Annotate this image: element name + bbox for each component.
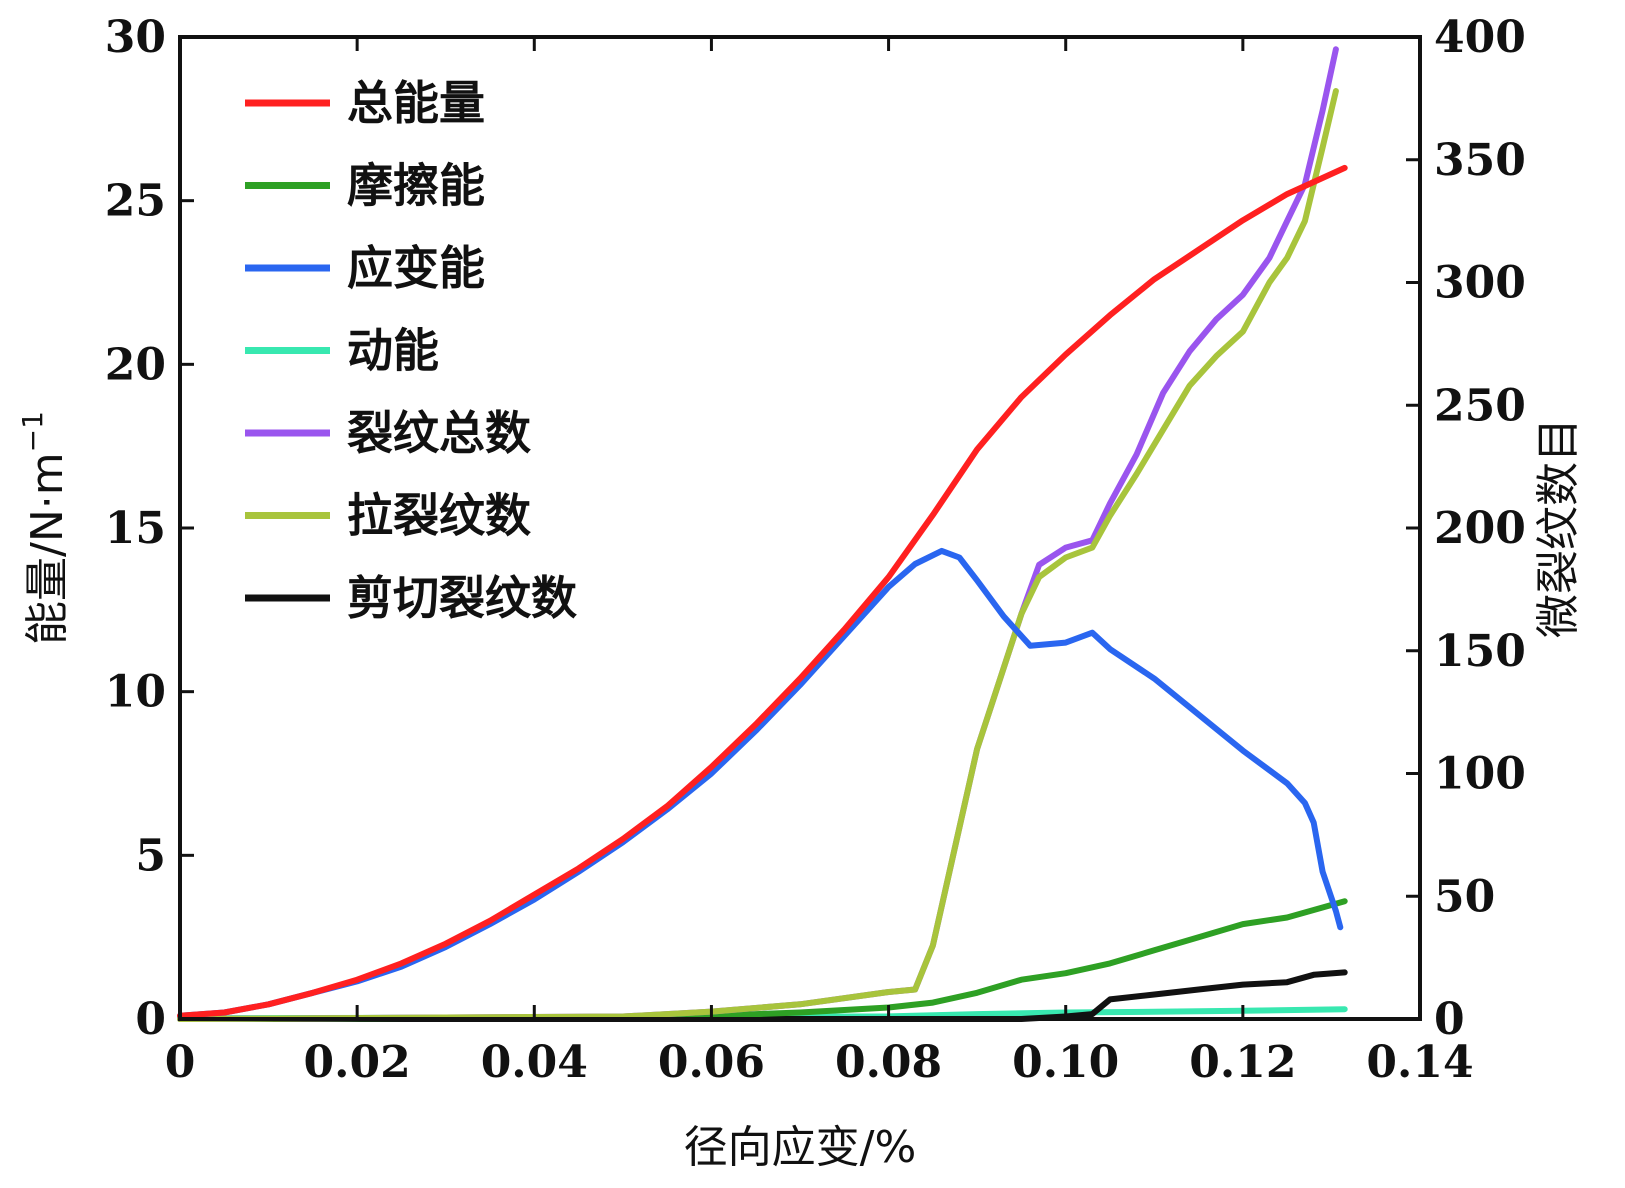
y-tick-label: 15 [105,503,166,554]
axis-layer: 0 0.02 0.04 0.06 0.08 0.10 0.12 0.1405101520253… [105,12,1526,1088]
legend-label-3: 动能 [347,324,439,378]
y2-tick-label: 200 [1434,503,1526,554]
y-tick-label: 30 [105,12,166,63]
y-axis-title-group: 能量/N·m−1 [16,411,73,645]
x-tick-label: 0 [165,1037,196,1088]
x-tick-label: 0.02 [304,1037,411,1088]
x-tick-label: 0.14 [1366,1037,1473,1088]
y2-tick-label: 50 [1434,871,1495,922]
legend-label-2: 应变能 [347,241,485,295]
y2-tick-label: 400 [1434,12,1526,63]
y2-axis-title: 微裂纹数目 [1533,418,1584,638]
y2-axis-title-group: 微裂纹数目 [1533,418,1584,638]
legend-label-6: 剪切裂纹数 [347,571,577,625]
y-tick-label: 0 [135,994,166,1045]
legend-label-1: 摩擦能 [347,159,485,213]
y-axis-title-main: 能量/N·m [22,452,73,645]
legend-label-4: 裂纹总数 [347,406,531,460]
x-tick-label: 0.12 [1189,1037,1296,1088]
y2-tick-label: 350 [1434,135,1526,186]
legend-label-5: 拉裂纹数 [347,489,531,543]
x-axis-title: 径向应变/% [684,1122,917,1173]
y2-tick-label: 100 [1434,749,1526,800]
y-tick-label: 5 [135,830,166,881]
series-line-0 [177,164,1348,1019]
x-tick-label: 0.10 [1012,1037,1119,1088]
y-axis-title: 能量/N·m−1 [16,411,73,645]
y2-tick-label: 0 [1434,994,1465,1045]
y2-tick-label: 300 [1434,258,1526,309]
y-tick-label: 25 [105,176,166,227]
x-tick-label: 0.04 [481,1037,588,1088]
legend-label-0: 总能量 [347,76,485,130]
y-tick-label: 10 [105,667,166,718]
y-tick-label: 20 [105,339,166,390]
x-tick-label: 0.08 [835,1037,942,1088]
y2-tick-label: 250 [1434,380,1526,431]
y2-tick-label: 150 [1434,626,1526,677]
x-tick-label: 0.06 [658,1037,765,1088]
y-axis-title-sup: −1 [16,411,49,452]
series-line-5 [177,88,1339,1022]
